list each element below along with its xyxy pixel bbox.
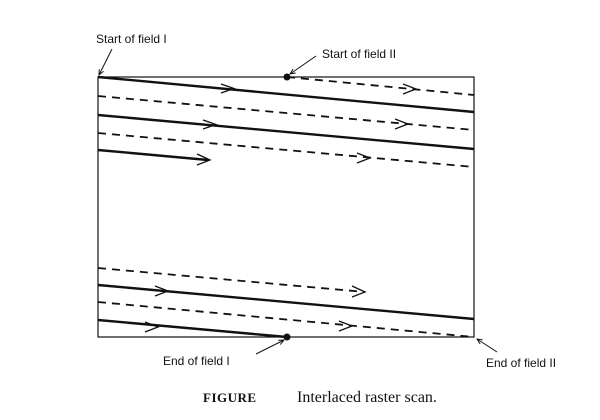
start-field-2-pointer — [290, 55, 317, 74]
line-arrow-head — [196, 153, 212, 166]
start-field-1-label: Start of field I — [96, 32, 167, 46]
start-field-1-pointer — [99, 48, 113, 75]
field-2-line — [97, 95, 475, 131]
screen-frame — [97, 76, 475, 338]
end-field-2-label: End of field II — [486, 356, 556, 370]
line-arrow-head — [220, 83, 236, 94]
field-2-line — [97, 301, 475, 338]
field-2-line — [97, 267, 366, 293]
line-arrow-head — [351, 285, 367, 298]
line-arrow-head — [144, 321, 160, 333]
line-arrow-head — [394, 118, 410, 130]
field-2-line — [286, 76, 475, 96]
field-1-line — [97, 75, 475, 114]
field-1-line — [97, 113, 475, 151]
figure-caption-label: FIGURE — [203, 390, 257, 405]
end-field-1-label: End of field I — [163, 354, 230, 368]
end-field-1-pointer — [255, 340, 284, 355]
end-field-1-dot — [283, 333, 291, 341]
start-field-2-dot — [283, 73, 291, 81]
line-arrow-head — [356, 152, 372, 164]
line-arrow-head — [338, 320, 354, 332]
line-arrow-head — [202, 119, 218, 130]
field-1-line — [97, 148, 209, 162]
figure-caption-text: Interlaced raster scan. — [297, 389, 437, 406]
line-arrow-head — [402, 83, 418, 95]
field-1-line — [97, 283, 475, 321]
line-arrow-head — [154, 285, 170, 297]
start-field-2-label: Start of field II — [322, 47, 396, 61]
field-1-line — [97, 318, 288, 339]
field-2-line — [97, 132, 475, 168]
end-field-2-pointer — [477, 339, 498, 353]
